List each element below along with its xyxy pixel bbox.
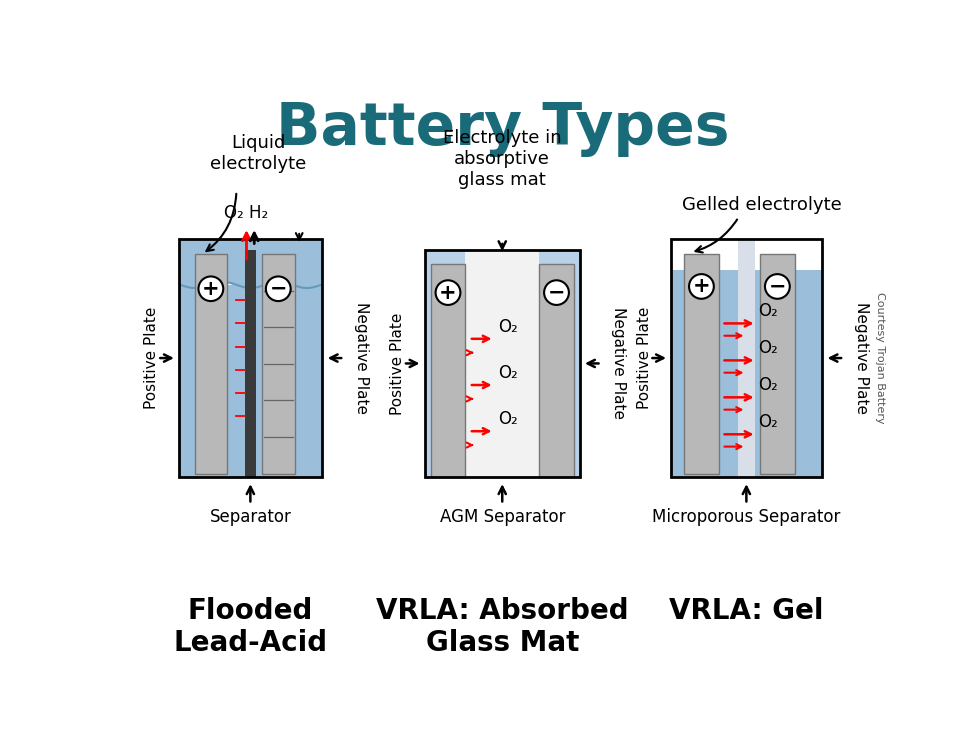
- Bar: [195, 254, 227, 474]
- Bar: [760, 254, 795, 474]
- Bar: [262, 254, 295, 474]
- Bar: [179, 238, 322, 477]
- Bar: [180, 239, 321, 285]
- Text: O₂: O₂: [499, 410, 518, 428]
- Text: O₂: O₂: [758, 413, 778, 431]
- Text: Negative Plate: Negative Plate: [354, 302, 368, 414]
- Circle shape: [544, 280, 569, 305]
- Text: Battery Types: Battery Types: [275, 100, 729, 157]
- Bar: [684, 254, 719, 474]
- Circle shape: [765, 274, 790, 299]
- Text: VRLA: Gel: VRLA: Gel: [669, 597, 823, 625]
- Text: −: −: [270, 279, 287, 299]
- Bar: [431, 264, 465, 477]
- Text: Electrolyte in
absorptive
glass mat: Electrolyte in absorptive glass mat: [443, 129, 562, 189]
- Bar: [671, 238, 822, 477]
- Text: O₂: O₂: [758, 303, 778, 320]
- Circle shape: [266, 277, 291, 301]
- Text: O₂: O₂: [758, 376, 778, 394]
- Text: +: +: [439, 283, 457, 303]
- Bar: [671, 238, 822, 477]
- Text: Flooded
Lead-Acid: Flooded Lead-Acid: [173, 597, 327, 657]
- Text: Positive Plate: Positive Plate: [144, 307, 160, 410]
- Text: O₂: O₂: [758, 339, 778, 357]
- Text: Positive Plate: Positive Plate: [637, 307, 652, 410]
- Circle shape: [198, 277, 223, 301]
- Text: Liquid
electrolyte: Liquid electrolyte: [210, 134, 306, 173]
- Text: O₂: O₂: [499, 364, 518, 382]
- Text: Positive Plate: Positive Plate: [390, 312, 405, 415]
- Text: O₂ H₂: O₂ H₂: [224, 204, 269, 222]
- Text: −: −: [768, 277, 786, 297]
- Bar: [245, 250, 256, 477]
- Bar: [738, 238, 755, 477]
- Bar: [466, 250, 539, 477]
- Circle shape: [435, 280, 461, 305]
- Bar: [539, 264, 573, 477]
- Text: Gelled electrolyte: Gelled electrolyte: [682, 196, 842, 214]
- Circle shape: [689, 274, 713, 299]
- Text: +: +: [693, 277, 710, 297]
- Text: AGM Separator: AGM Separator: [439, 508, 565, 526]
- Text: Separator: Separator: [210, 508, 291, 526]
- Bar: [672, 239, 821, 270]
- Bar: [424, 250, 580, 477]
- Text: −: −: [548, 283, 565, 303]
- Text: Microporous Separator: Microporous Separator: [652, 508, 841, 526]
- Text: Negative Plate: Negative Plate: [611, 308, 626, 419]
- Bar: [179, 238, 322, 477]
- Text: VRLA: Absorbed
Glass Mat: VRLA: Absorbed Glass Mat: [376, 597, 628, 657]
- Text: Negative Plate: Negative Plate: [854, 302, 868, 414]
- Text: +: +: [202, 279, 220, 299]
- Text: Courtesy Trojan Battery: Courtesy Trojan Battery: [875, 292, 886, 424]
- Text: O₂: O₂: [499, 318, 518, 336]
- Bar: [424, 250, 580, 477]
